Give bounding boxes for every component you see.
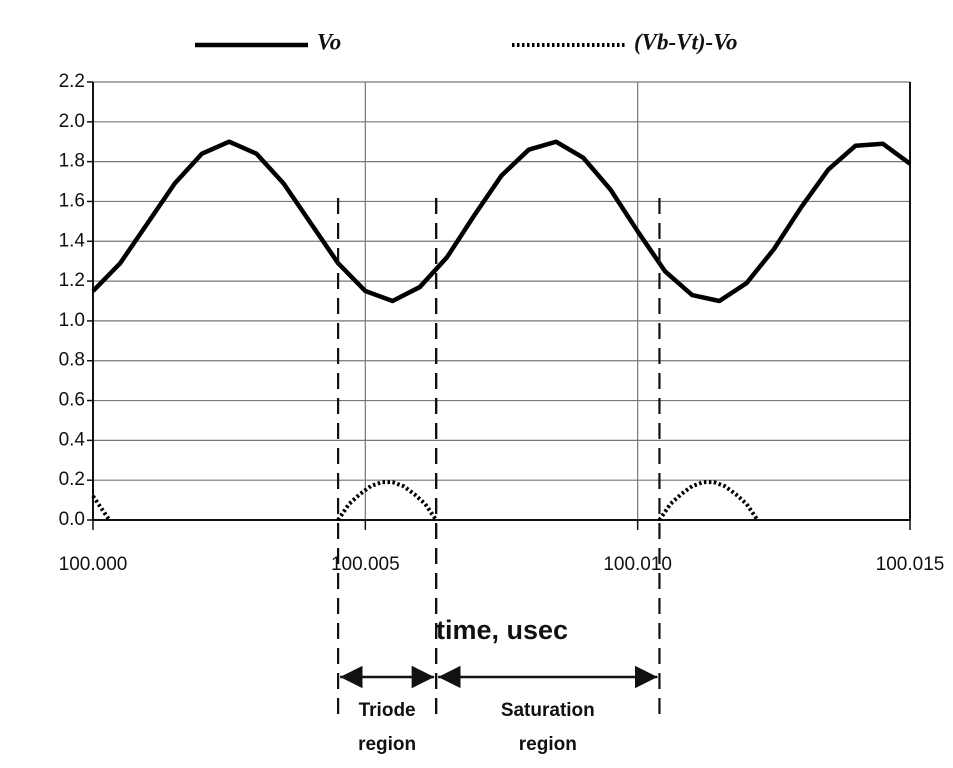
x-tick-label: 100.015 (876, 554, 945, 575)
region-label: region (358, 734, 416, 755)
y-tick-label: 1.0 (59, 310, 85, 331)
y-tick-label: 1.6 (59, 190, 85, 211)
y-tick-label: 0.0 (59, 509, 85, 530)
y-tick-label: 1.8 (59, 151, 85, 172)
x-tick-label: 100.010 (603, 554, 672, 575)
region-label: Saturation (501, 700, 595, 721)
y-tick-label: 2.0 (59, 111, 85, 132)
series-line (91, 480, 760, 522)
region-label: Triode (359, 700, 416, 721)
region-label: region (519, 734, 577, 755)
series-line (91, 139, 912, 304)
y-tick-label: 0.2 (59, 469, 85, 490)
y-tick-label: 1.4 (59, 230, 86, 251)
y-tick-label: 0.6 (59, 390, 85, 411)
y-tick-label: 0.8 (59, 350, 85, 371)
y-tick-label: 0.4 (59, 429, 86, 450)
x-axis-label: time, usec (436, 615, 568, 645)
legend-label: Vo (317, 29, 341, 54)
x-tick-label: 100.000 (59, 554, 128, 575)
legend-label: (Vb-Vt)-Vo (634, 29, 738, 54)
x-tick-label: 100.005 (331, 554, 400, 575)
y-tick-label: 2.2 (59, 71, 85, 92)
y-tick-label: 1.2 (59, 270, 85, 291)
axes (92, 82, 911, 521)
